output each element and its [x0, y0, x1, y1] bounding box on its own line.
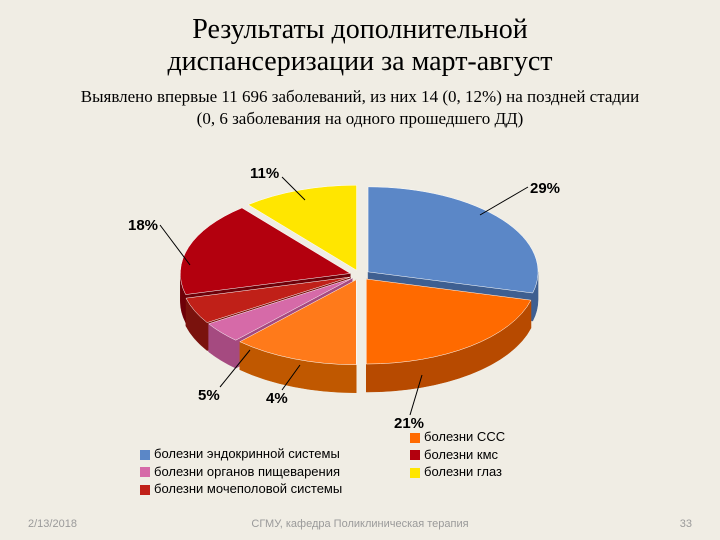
legend-label: болезни ССС — [424, 429, 505, 444]
legend-swatch — [140, 485, 150, 495]
legend-item: болезни органов пищеварения — [140, 463, 342, 481]
title-line-2: диспансеризации за март-август — [167, 46, 552, 77]
pie-percent-label: 4% — [266, 390, 288, 407]
legend-swatch — [410, 433, 420, 443]
legend-item: болезни кмс — [410, 446, 505, 464]
legend-swatch — [140, 450, 150, 460]
subtitle-line-2: (0, 6 заболевания на одного прошедшего Д… — [197, 109, 524, 128]
footer: 2/13/2018 СГМУ, кафедра Поликлиническая … — [0, 512, 720, 530]
footer-page: 33 — [680, 518, 692, 530]
subtitle-line-1: Выявлено впервые 11 696 заболеваний, из … — [81, 87, 640, 106]
legend-label: болезни глаз — [424, 464, 502, 479]
legend-item: болезни мочеполовой системы — [140, 480, 342, 498]
legend-label: болезни органов пищеварения — [154, 464, 340, 479]
pie-percent-label: 5% — [198, 387, 220, 404]
legend-label: болезни эндокринной системы — [154, 446, 340, 461]
slide-title: Результаты дополнительной диспансеризаци… — [0, 0, 720, 78]
pie-percent-label: 11% — [250, 165, 279, 182]
title-line-1: Результаты дополнительной — [192, 14, 527, 45]
legend-item: болезни эндокринной системы — [140, 445, 342, 463]
legend-swatch — [140, 467, 150, 477]
legend-label: болезни кмс — [424, 447, 498, 462]
pie-chart: 29%21%4%5%18%11% — [110, 165, 610, 465]
slide-subtitle: Выявлено впервые 11 696 заболеваний, из … — [0, 78, 720, 129]
pie-percent-label: 18% — [128, 217, 158, 234]
legend-item: болезни глаз — [410, 463, 505, 481]
footer-center: СГМУ, кафедра Поликлиническая терапия — [0, 518, 720, 530]
legend-left: болезни эндокринной системы болезни орган… — [140, 445, 342, 498]
legend-label: болезни мочеполовой системы — [154, 481, 342, 496]
pie-percent-label: 29% — [530, 180, 560, 197]
legend-swatch — [410, 450, 420, 460]
legend-swatch — [410, 468, 420, 478]
legend-right: болезни ССС болезни кмс болезни глаз — [410, 428, 505, 481]
legend-item: болезни ССС — [410, 428, 505, 446]
